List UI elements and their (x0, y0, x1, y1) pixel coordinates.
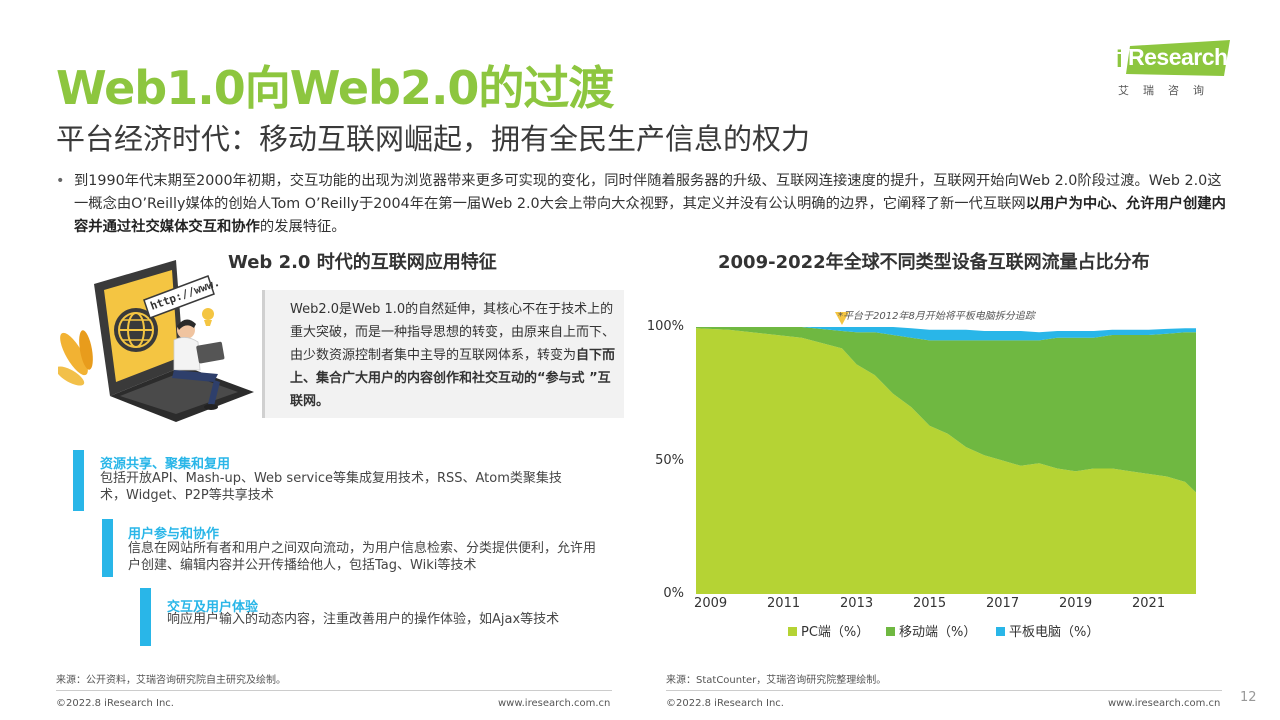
page-number: 12 (1240, 690, 1257, 705)
quote-text-part1: Web2.0是Web 1.0的自然延伸，其核心不在于技术上的重大突破，而是一种指… (290, 302, 616, 363)
left-website: www.iresearch.com.cn (498, 698, 611, 709)
annotation-marker (834, 312, 849, 325)
legend-label: PC端（%） (801, 625, 870, 640)
laptop-person-illustration: http://www. (58, 260, 254, 422)
legend-label: 移动端（%） (899, 625, 977, 640)
feature-1-desc: 包括开放API、Mash-up、Web service等集成复用技术，RSS、A… (100, 471, 562, 503)
right-copyright: ©2022.8 iResearch Inc. (666, 698, 784, 709)
feature-2-desc: 信息在网站所有者和用户之间双向流动，为用户信息检索、分类提供便利，允许用户创建、… (128, 541, 597, 573)
area-series-1 (696, 327, 1196, 493)
y-tick-label: 100% (646, 319, 684, 334)
legend-swatch (886, 627, 895, 636)
feature-2-accent-bar (102, 519, 113, 577)
left-section-title: Web 2.0 时代的互联网应用特征 (228, 252, 497, 273)
definition-quote-box (262, 290, 624, 418)
chart-annotation: *平台于2012年8月开始将平板电脑拆分追踪 (838, 311, 1035, 322)
left-footer-divider (56, 690, 612, 691)
right-website: www.iresearch.com.cn (1108, 698, 1221, 709)
logo-badge-shape (1126, 40, 1230, 76)
feature-2-title: 用户参与和协作 (128, 527, 220, 542)
legend-label: 平板电脑（%） (1009, 625, 1100, 640)
quote-accent-bar (262, 290, 265, 418)
plant-leaves-icon (58, 330, 93, 386)
x-tick-label: 2011 (767, 596, 801, 611)
quote-text-bold: 自下而上、集合广大用户的内容创作和社交互动的“参与式 ”互联网。 (290, 348, 616, 409)
bullet-dot: • (56, 173, 65, 189)
y-tick-label: 50% (655, 452, 684, 468)
intro-text-part2: 的发展特征。 (259, 219, 346, 235)
legend-item: PC端（%） (788, 621, 869, 640)
x-tick-label: 2019 (1059, 596, 1093, 611)
definition-quote-text: Web2.0是Web 1.0的自然延伸，其核心不在于技术上的重大突破，而是一种指… (290, 298, 616, 413)
left-copyright: ©2022.8 iResearch Inc. (56, 698, 174, 709)
area-series-0 (696, 328, 1196, 594)
right-footer-divider (666, 690, 1222, 691)
y-tick-label: 0% (663, 586, 684, 601)
legend-swatch (788, 627, 797, 636)
logo-i-letter: i (1116, 46, 1123, 73)
logo-brand-text: Research (1128, 44, 1228, 70)
globe-icon (114, 308, 158, 352)
intro-text-bold: 以用户为中心、允许用户创建内容并通过社交媒体交互和协作 (74, 196, 1226, 235)
chart-areas (696, 327, 1196, 594)
legend-swatch (996, 627, 1005, 636)
intro-text-part1: 到1990年代末期至2000年初期，交互功能的出现为浏览器带来更多可实现的变化，… (74, 173, 1222, 212)
x-tick-label: 2009 (694, 596, 728, 611)
page-title: Web1.0向Web2.0的过渡 (56, 61, 614, 115)
logo-subtext: 艾瑞咨询 (1118, 84, 1218, 97)
feature-3-desc: 响应用户输入的动态内容，注重改善用户的操作体验，如Ajax等技术 (167, 612, 560, 627)
feature-1-accent-bar (73, 450, 84, 511)
feature-3-accent-bar (140, 588, 151, 646)
feature-1-title: 资源共享、聚集和复用 (100, 457, 231, 472)
legend-item: 平板电脑（%） (996, 621, 1099, 640)
x-tick-label: 2015 (913, 596, 947, 611)
chart-title: 2009-2022年全球不同类型设备互联网流量占比分布 (718, 252, 1150, 273)
x-tick-label: 2021 (1132, 596, 1166, 611)
area-series-2 (696, 327, 1196, 341)
left-source-note: 来源：公开资料，艾瑞咨询研究院自主研究及绘制。 (56, 675, 286, 686)
iresearch-logo: i Research 艾瑞咨询 (1112, 40, 1236, 100)
right-source-note: 来源：StatCounter，艾瑞咨询研究院整理绘制。 (666, 675, 887, 686)
legend-item: 移动端（%） (886, 621, 976, 640)
x-tick-label: 2013 (840, 596, 874, 611)
tablet-tracking-marker-icon (834, 312, 849, 325)
x-tick-label: 2017 (986, 596, 1020, 611)
page-subtitle: 平台经济时代：移动互联网崛起，拥有全民生产信息的权力 (56, 122, 811, 156)
intro-text: 到1990年代末期至2000年初期，交互功能的出现为浏览器带来更多可实现的变化，… (74, 170, 1226, 239)
person-icon (172, 308, 225, 410)
feature-3-title: 交互及用户体验 (167, 600, 259, 615)
